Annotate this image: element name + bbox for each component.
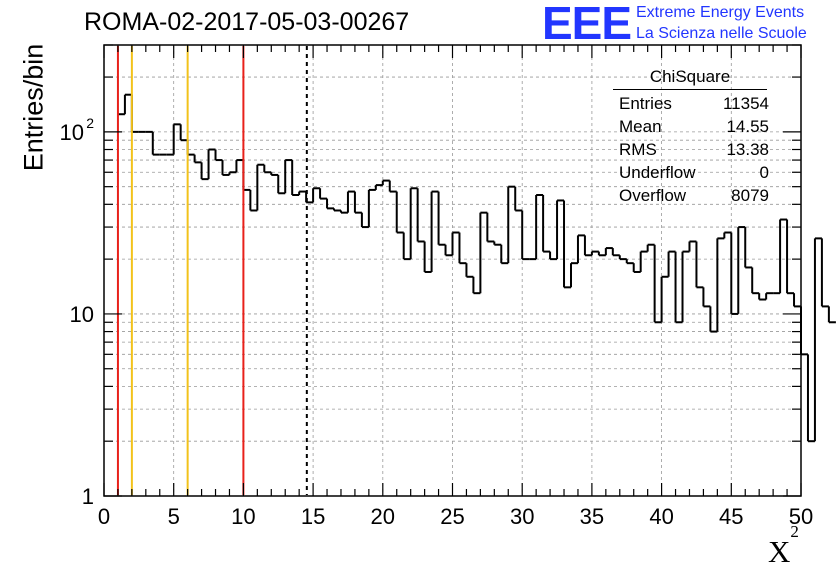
- stats-row-rms: RMS 13.38: [609, 138, 769, 161]
- x-tick-label: 25: [440, 504, 464, 529]
- stats-label: Entries: [619, 94, 672, 113]
- stats-value: 8079: [731, 186, 769, 205]
- x-axis-label-sup: 2: [790, 521, 799, 541]
- stats-label: RMS: [619, 140, 657, 159]
- stats-row-overflow: Overflow 8079: [609, 184, 769, 207]
- y-tick-label: 1: [82, 484, 94, 509]
- stats-label: Overflow: [619, 186, 687, 205]
- logo-line-1: Extreme Energy Events: [636, 4, 805, 21]
- stats-value: 13.38: [726, 140, 769, 159]
- eee-logo: EEE: [542, 0, 632, 49]
- stats-title: ChiSquare: [649, 67, 731, 86]
- stats-box: ChiSquare Entries 11354 Mean 14.55 RMS 13.3…: [609, 67, 769, 207]
- stats-value: 0: [759, 163, 769, 182]
- x-axis-label: X2: [768, 522, 799, 570]
- y-tick-label: 10: [60, 120, 84, 145]
- x-tick-label: 10: [231, 504, 255, 529]
- x-tick-label: 0: [98, 504, 110, 529]
- logo-line-2: La Scienza nelle Scuole: [636, 25, 807, 42]
- x-tick-label: 30: [510, 504, 534, 529]
- cut-lines: [116, 46, 308, 495]
- y-axis-label: Entries/bin: [18, 43, 49, 172]
- stats-label: Underflow: [619, 163, 696, 182]
- chart-title: ROMA-02-2017-05-03-00267: [84, 8, 410, 36]
- x-axis-label-base: X: [768, 534, 791, 569]
- stats-row-entries: Entries 11354: [609, 92, 769, 115]
- x-tick-label: 5: [168, 504, 180, 529]
- stats-row-mean: Mean 14.55: [609, 115, 769, 138]
- y-tick-label-exp: 2: [86, 115, 94, 131]
- stats-value: 14.55: [726, 117, 769, 136]
- stats-label: Mean: [619, 117, 662, 136]
- x-tick-label: 20: [371, 504, 395, 529]
- grid-lines: [104, 45, 801, 496]
- stats-value: 11354: [722, 94, 769, 113]
- stats-row-underflow: Underflow 0: [609, 161, 769, 184]
- histogram-series: [117, 93, 836, 443]
- eee-logo-caption: Extreme Energy Events La Scienza nelle S…: [636, 2, 807, 44]
- x-tick-label: 45: [719, 504, 743, 529]
- axes-ticks: [103, 44, 802, 497]
- x-tick-label: 15: [301, 504, 325, 529]
- x-tick-label: 35: [580, 504, 604, 529]
- y-tick-label: 10: [70, 302, 94, 327]
- stats-divider: [613, 89, 767, 90]
- x-tick-label: 40: [649, 504, 673, 529]
- x-tick-label: 50: [789, 504, 813, 529]
